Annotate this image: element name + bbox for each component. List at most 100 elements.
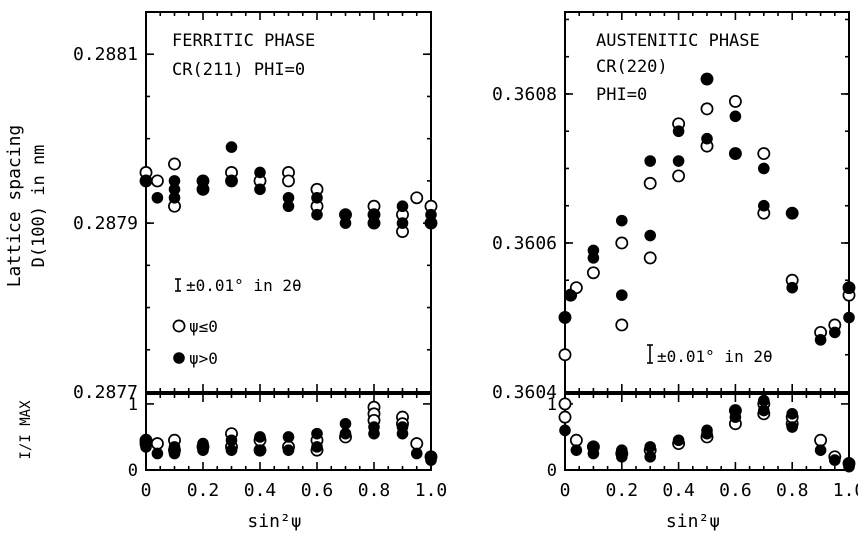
data-point-open (410, 437, 424, 451)
data-point-filled (786, 408, 798, 420)
y-tick-label: 0.2881 (73, 44, 138, 65)
data-point-filled (828, 326, 841, 339)
reflection-annotation: CR(211) PHI=0 (172, 60, 305, 80)
data-point-filled (168, 191, 181, 204)
y-tick-label: 0.2879 (73, 213, 138, 234)
data-point-filled (425, 450, 437, 463)
legend-label-filled: ψ>0 (189, 349, 218, 368)
y-tick-label: 0.3606 (492, 233, 557, 254)
data-point-filled (672, 434, 685, 447)
data-point-filled (254, 166, 266, 179)
data-point-filled (701, 132, 713, 145)
y-tick-label: 0.3608 (492, 84, 557, 105)
data-point-open (558, 410, 572, 424)
data-point-open (558, 348, 572, 362)
reflection-annotation: CR(220) (596, 57, 668, 77)
phase-annotation: FERRITIC PHASE (172, 31, 315, 51)
data-point-open (586, 266, 600, 280)
data-point-filled (140, 175, 152, 187)
x-tick-label: 0.2 (606, 480, 639, 501)
x-tick-label: 0.8 (776, 480, 809, 501)
data-point-filled (644, 450, 656, 463)
austenitic-intensity-panel: 0 1 0 0.2 0.4 0.6 0.8 1.0 sin²ψ (547, 393, 858, 532)
data-point-filled (225, 175, 238, 187)
data-point-filled (559, 311, 571, 324)
x-axis-title: sin²ψ (666, 511, 720, 532)
y-tick-label: 0 (547, 461, 557, 481)
intensity-axis-title: I/I MAX (18, 400, 34, 460)
data-point-filled (410, 447, 423, 460)
data-point-open (168, 157, 181, 171)
data-point-filled (814, 334, 827, 346)
data-point-filled (672, 155, 685, 167)
data-point-filled (282, 200, 295, 213)
x-tick-label: 0.4 (244, 480, 277, 501)
legend-marker-filled (173, 352, 185, 364)
data-point-filled (225, 434, 238, 447)
data-point-filled (564, 289, 577, 301)
data-point-filled (757, 404, 770, 417)
data-point-open (615, 236, 629, 250)
data-point-open (700, 102, 714, 116)
phi-annotation: PHI=0 (596, 85, 647, 105)
data-point-filled (644, 155, 656, 167)
data-point-filled (559, 424, 571, 437)
data-point-filled (843, 460, 855, 473)
data-point-filled (757, 162, 770, 175)
data-point-filled (225, 141, 238, 153)
y-tick-label: 1 (128, 395, 138, 415)
x-tick-label: 0 (141, 480, 152, 501)
y-tick-label: 0.2877 (73, 382, 138, 403)
x-tick-label: 0.8 (358, 480, 391, 501)
data-point-filled (396, 427, 409, 440)
data-point-filled (786, 207, 798, 219)
x-tick-label: 0 (560, 480, 571, 501)
legend-marker-open (172, 319, 186, 333)
data-point-open (615, 318, 629, 332)
y-tick-label: 0 (128, 461, 138, 481)
x-tick-label: 0.6 (719, 480, 752, 501)
data-point-open (282, 174, 295, 188)
data-point-filled (615, 450, 628, 463)
data-point-filled (587, 244, 600, 257)
data-point-filled (282, 431, 295, 443)
data-point-filled (701, 73, 713, 85)
data-point-filled (151, 447, 164, 460)
data-point-open (728, 94, 742, 108)
data-point-open (643, 176, 657, 190)
data-point-filled (339, 417, 352, 430)
data-point-filled (786, 421, 798, 433)
x-tick-label: 1.0 (833, 480, 858, 501)
error-note: ±0.01° in 2θ (657, 347, 773, 366)
data-point-filled (311, 208, 323, 221)
data-point-open (643, 251, 657, 265)
legend-label-open: ψ≤0 (189, 317, 218, 336)
x-tick-label: 0.4 (662, 480, 695, 501)
x-axis-title: sin²ψ (247, 511, 301, 532)
data-point-open (814, 433, 828, 447)
data-point-filled (339, 427, 352, 440)
x-tick-label: 1.0 (415, 480, 448, 501)
data-point-filled (644, 441, 656, 453)
data-point-open (558, 397, 572, 411)
data-point-filled (814, 444, 827, 456)
data-point-filled (843, 281, 855, 294)
ferritic-lattice-panel: 0.2877 0.2879 0.2881 FERRITIC PHASE CR(211) … (73, 11, 438, 403)
data-point-filled (570, 444, 583, 456)
x-tick-label: 0.6 (301, 480, 334, 501)
data-point-filled (396, 200, 409, 213)
data-point-filled (701, 424, 713, 437)
data-point-filled (729, 110, 742, 123)
data-point-filled (672, 125, 685, 138)
data-point-filled (254, 444, 266, 456)
x-tick-label: 0.2 (187, 480, 220, 501)
data-point-filled (151, 191, 164, 204)
data-point-filled (311, 441, 323, 453)
data-point-open (757, 147, 771, 161)
data-point-filled (339, 217, 352, 229)
data-point-filled (140, 434, 152, 447)
data-point-open (569, 433, 583, 447)
data-point-filled (254, 183, 266, 196)
y-axis-title: Lattice spacing D(100) in nm I/I MAX (4, 125, 49, 460)
